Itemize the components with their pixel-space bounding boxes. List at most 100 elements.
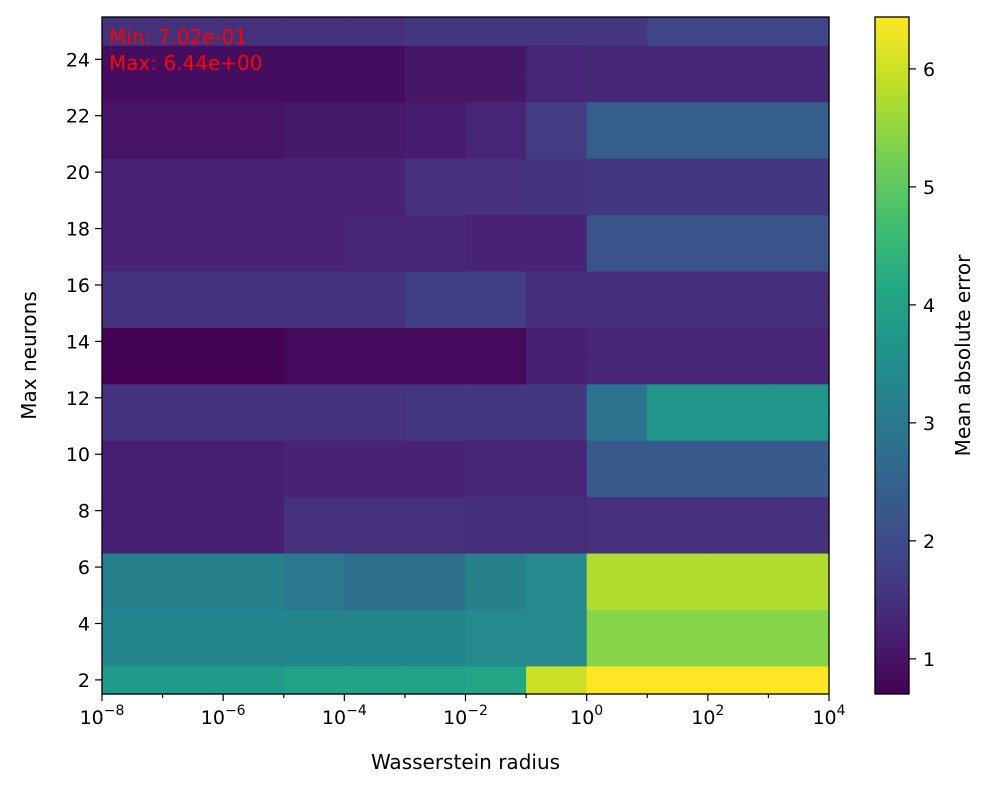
heatmap-cell	[647, 355, 709, 385]
heatmap-cell	[707, 383, 770, 413]
heatmap-cell	[283, 552, 345, 582]
heatmap-cell	[404, 581, 467, 610]
heatmap-cell	[344, 355, 406, 385]
heatmap-cell	[707, 609, 770, 639]
colorbar-tick-label: 3	[923, 413, 935, 435]
heatmap-cell	[768, 552, 830, 582]
heatmap-cell	[647, 637, 709, 667]
heatmap-cell	[768, 496, 830, 526]
heatmap-cell	[223, 383, 285, 413]
heatmap-cell	[768, 327, 830, 357]
heatmap-cell	[707, 158, 770, 187]
heatmap-cell	[344, 214, 406, 244]
heatmap-cell	[404, 524, 467, 554]
heatmap-cell	[162, 299, 224, 328]
heatmap-cell	[344, 496, 406, 526]
heatmap-cell	[465, 440, 527, 469]
heatmap-cell	[283, 355, 345, 385]
heatmap-cell	[223, 524, 285, 554]
heatmap-cell	[344, 411, 406, 441]
heatmap-cell	[344, 552, 406, 582]
heatmap-cell	[526, 270, 588, 300]
heatmap-cell	[223, 581, 285, 610]
heatmap-cell	[768, 242, 830, 272]
heatmap-cell	[344, 242, 406, 272]
heatmap-cell	[768, 440, 830, 469]
heatmap-cell	[283, 17, 345, 46]
heatmap-cell	[223, 609, 285, 639]
heatmap-cell	[647, 383, 709, 413]
heatmap-cell	[283, 383, 345, 413]
heatmap-cell	[707, 524, 770, 554]
heatmap-cell	[707, 299, 770, 328]
heatmap-cell	[647, 129, 709, 159]
heatmap-cell	[526, 355, 588, 385]
heatmap-cell	[707, 468, 770, 498]
heatmap-cell	[344, 270, 406, 300]
heatmap-cell	[768, 524, 830, 554]
heatmap-cell	[162, 383, 224, 413]
heatmap-cell	[465, 101, 527, 131]
heatmap-cell	[768, 411, 830, 441]
heatmap-cell	[526, 383, 588, 413]
heatmap-cell	[647, 45, 709, 75]
heatmap-cell	[102, 552, 164, 582]
heatmap-cell	[162, 355, 224, 385]
heatmap-cell	[465, 383, 527, 413]
heatmap-cell	[162, 665, 224, 695]
heatmap-cell	[404, 45, 467, 75]
y-tick-label: 18	[66, 219, 90, 241]
y-tick-label: 22	[66, 106, 90, 128]
heatmap-cell	[223, 496, 285, 526]
heatmap-cell	[283, 609, 345, 639]
heatmap-cell	[586, 665, 648, 695]
heatmap-cell	[102, 496, 164, 526]
heatmap-cell	[768, 383, 830, 413]
heatmap-cell	[586, 411, 648, 441]
heatmap-cell	[526, 440, 588, 469]
heatmap-cell	[526, 73, 588, 103]
heatmap-cell	[404, 496, 467, 526]
y-axis-title: Max neurons	[17, 291, 41, 419]
heatmap-cell	[162, 129, 224, 159]
heatmap-cell	[465, 581, 527, 610]
heatmap-cell	[223, 17, 285, 46]
heatmap-cell	[404, 440, 467, 469]
heatmap-cell	[223, 327, 285, 357]
heatmap-cell	[647, 411, 709, 441]
heatmap-cell	[586, 17, 648, 46]
y-tick-label: 4	[78, 613, 90, 635]
heatmap-cell	[102, 73, 164, 103]
y-tick-label: 14	[66, 331, 90, 353]
heatmap-cell	[465, 609, 527, 639]
heatmap-cell	[404, 101, 467, 131]
heatmap-cell	[707, 45, 770, 75]
heatmap-cell	[223, 158, 285, 187]
heatmap-cell	[526, 609, 588, 639]
heatmap-cell	[102, 411, 164, 441]
x-tick-label: 10−6	[201, 703, 246, 729]
heatmap-cell	[223, 186, 285, 216]
heatmap-cell	[102, 129, 164, 159]
heatmap-cell	[647, 327, 709, 357]
heatmap-cell	[404, 242, 467, 272]
heatmap-cell	[102, 101, 164, 131]
heatmap-cell	[223, 101, 285, 131]
heatmap-cell	[526, 468, 588, 498]
heatmap-cell	[465, 552, 527, 582]
x-tick-label: 100	[570, 703, 603, 729]
heatmap-cell	[102, 468, 164, 498]
heatmap-cell	[102, 17, 164, 46]
heatmap-cell	[283, 186, 345, 216]
heatmap-cell	[465, 468, 527, 498]
heatmap-cell	[344, 440, 406, 469]
heatmap-cell	[526, 17, 588, 46]
heatmap-cell	[526, 214, 588, 244]
heatmap-cell	[102, 214, 164, 244]
heatmap-cell	[526, 158, 588, 187]
heatmap-cell	[223, 411, 285, 441]
heatmap-cell	[344, 101, 406, 131]
heatmap-cell	[162, 214, 224, 244]
y-tick-label: 16	[66, 275, 90, 297]
